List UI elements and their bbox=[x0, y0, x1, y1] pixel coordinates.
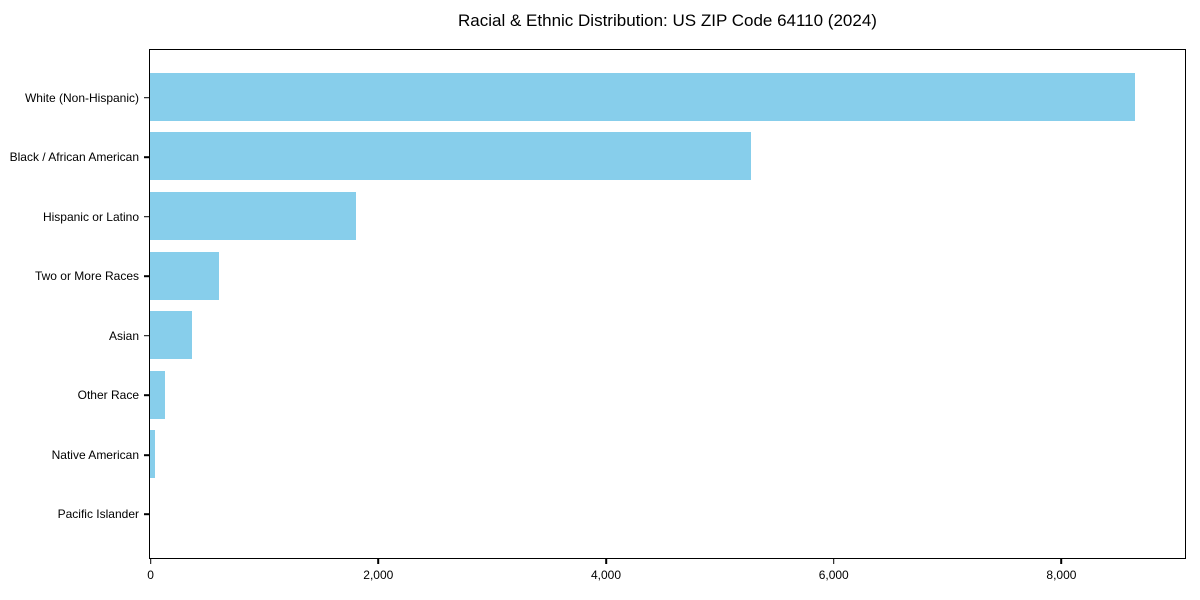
chart-title: Racial & Ethnic Distribution: US ZIP Cod… bbox=[458, 11, 877, 30]
y-tick-mark bbox=[144, 394, 149, 397]
x-tick-mark bbox=[1060, 559, 1063, 564]
x-tick-mark bbox=[377, 559, 380, 564]
x-axis-label: 0 bbox=[147, 568, 154, 582]
x-tick-mark bbox=[605, 559, 607, 564]
y-tick-mark bbox=[144, 96, 149, 99]
bar-two-or-more-races bbox=[150, 251, 220, 300]
y-axis-label: Other Race bbox=[77, 388, 139, 403]
y-tick-mark bbox=[144, 156, 149, 158]
bar-black-african-american bbox=[150, 132, 752, 181]
bar-native-american bbox=[150, 430, 156, 479]
bar-hispanic-or-latino bbox=[150, 192, 357, 241]
y-tick-mark bbox=[144, 334, 149, 337]
x-axis-label: 4,000 bbox=[591, 568, 622, 582]
y-tick-mark bbox=[144, 454, 149, 456]
y-axis-label: Asian bbox=[108, 328, 139, 343]
bar-asian bbox=[150, 311, 192, 360]
y-axis-label: Pacific Islander bbox=[57, 507, 139, 522]
x-axis-label: 6,000 bbox=[818, 568, 849, 582]
y-axis-label: Black / African American bbox=[9, 150, 139, 165]
x-tick-mark bbox=[149, 559, 152, 564]
y-tick-mark bbox=[144, 275, 149, 277]
y-axis-label: White (Non-Hispanic) bbox=[24, 90, 139, 105]
y-tick-mark bbox=[144, 215, 149, 218]
x-axis-label: 8,000 bbox=[1046, 568, 1077, 582]
plot-area bbox=[149, 49, 1186, 559]
y-axis-label: Native American bbox=[51, 447, 139, 462]
y-tick-mark bbox=[144, 513, 149, 516]
bar-other-race bbox=[150, 370, 165, 419]
y-axis-label: Hispanic or Latino bbox=[42, 209, 139, 224]
y-axis-label: Two or More Races bbox=[34, 269, 139, 284]
x-tick-mark bbox=[832, 559, 835, 564]
x-axis-label: 2,000 bbox=[363, 568, 394, 582]
bar-white-non-hispanic bbox=[150, 72, 1135, 121]
